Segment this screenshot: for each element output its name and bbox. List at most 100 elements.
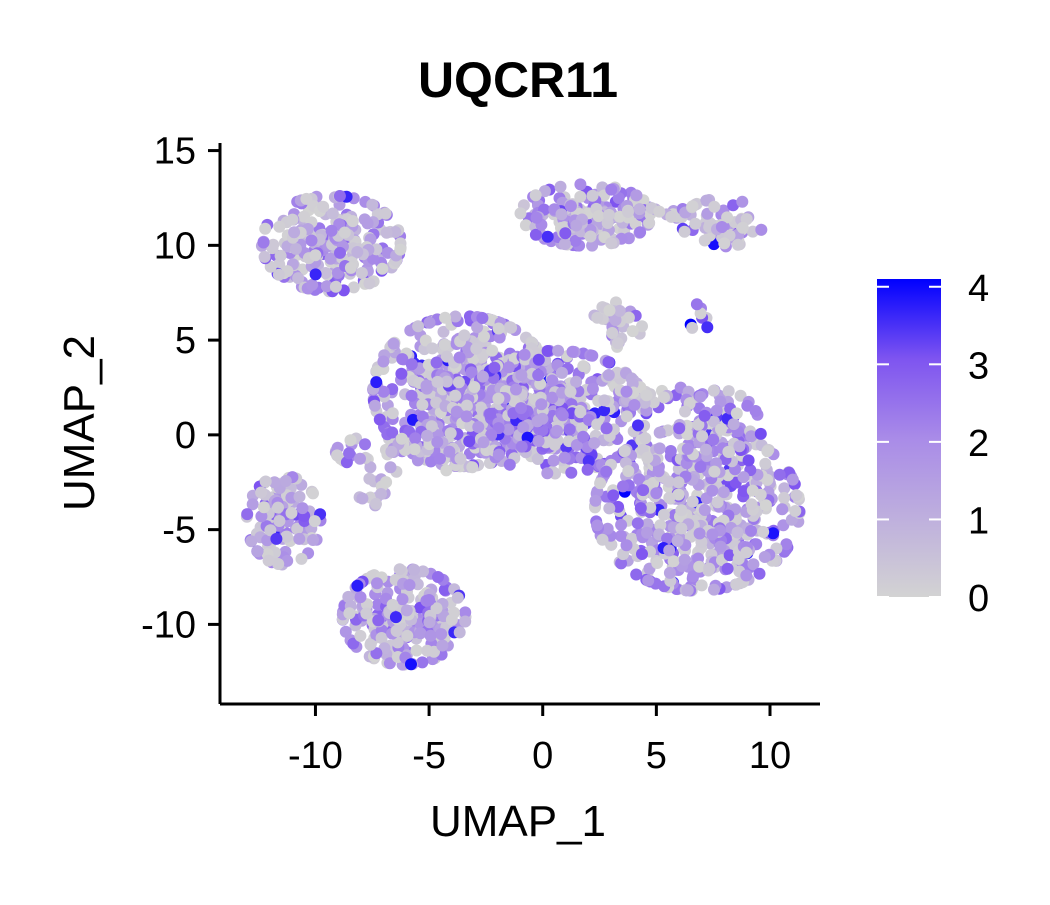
cell-point: [453, 626, 466, 639]
cell-point: [423, 316, 436, 329]
cell-point: [401, 629, 414, 642]
cell-point: [488, 361, 501, 374]
cell-point: [532, 435, 545, 447]
cell-point: [460, 410, 473, 423]
cell-point: [405, 358, 418, 371]
cell-point: [790, 489, 803, 502]
cell-point: [343, 447, 356, 460]
cell-point: [601, 522, 614, 535]
cell-point: [727, 199, 740, 212]
cell-point: [715, 423, 727, 436]
cell-point: [529, 228, 542, 241]
x-tick-label: -10: [288, 735, 343, 777]
cell-point: [694, 461, 707, 473]
cell-point: [554, 180, 567, 193]
cell-point: [478, 330, 490, 343]
cell-point: [708, 200, 721, 213]
cell-point: [292, 272, 305, 285]
cell-point: [272, 268, 285, 281]
cell-point: [439, 311, 452, 324]
cell-point: [270, 532, 283, 545]
cell-point: [466, 461, 479, 474]
x-tick-label: -5: [412, 735, 446, 777]
cell-point: [570, 219, 583, 232]
cell-point: [476, 370, 489, 383]
cell-point: [395, 432, 408, 445]
cell-point: [686, 321, 699, 334]
cell-point: [486, 344, 499, 357]
cell-point: [391, 636, 404, 649]
cell-point: [445, 613, 458, 626]
cell-point: [641, 518, 654, 531]
cell-point: [761, 473, 774, 486]
cell-point: [686, 495, 699, 508]
cell-point: [319, 267, 332, 279]
cell-point: [465, 366, 478, 379]
cell-point: [541, 345, 554, 357]
cell-point: [698, 504, 711, 516]
cell-point: [696, 430, 709, 443]
cell-point: [628, 399, 641, 411]
cell-point: [515, 369, 528, 382]
cell-point: [280, 530, 293, 543]
cell-point: [586, 349, 599, 362]
cell-point: [519, 219, 532, 232]
cell-point: [606, 327, 619, 339]
cell-point: [546, 374, 559, 387]
cell-point: [694, 307, 707, 320]
cell-point: [400, 604, 413, 617]
cell-point: [721, 562, 734, 575]
cell-point: [430, 356, 443, 369]
colorbar-tick-label: 3: [968, 345, 989, 387]
cell-point: [736, 221, 749, 234]
cell-point: [546, 391, 559, 404]
cell-point: [285, 507, 298, 519]
cell-point: [288, 226, 301, 239]
cell-point: [425, 420, 438, 433]
cell-point: [416, 656, 429, 669]
cell-point: [454, 452, 467, 465]
cell-point: [555, 208, 568, 221]
cell-point: [366, 198, 379, 211]
cell-point: [605, 237, 618, 250]
cell-point: [547, 454, 560, 467]
cell-point: [440, 464, 453, 477]
cell-point: [734, 389, 747, 402]
cell-point: [376, 262, 389, 275]
cell-point: [746, 484, 759, 497]
cell-point: [651, 557, 664, 569]
cell-point: [737, 485, 750, 498]
cell-point: [529, 189, 542, 202]
cell-point: [340, 456, 353, 469]
cell-point: [737, 471, 750, 484]
cell-point: [372, 614, 385, 627]
cell-point: [410, 644, 423, 657]
cell-point: [678, 225, 691, 238]
cell-point: [255, 486, 268, 499]
cell-point: [530, 211, 543, 224]
colorbar-tick-label: 0: [968, 578, 989, 620]
cell-point: [307, 534, 319, 546]
cell-point: [708, 583, 720, 596]
cell-point: [459, 606, 472, 619]
cell-point: [641, 451, 654, 464]
cell-point: [675, 504, 688, 517]
cell-point: [386, 598, 399, 611]
cell-point: [620, 410, 633, 423]
cell-point: [329, 280, 342, 293]
cell-point: [396, 593, 409, 606]
cell-point: [257, 236, 270, 249]
cell-point: [563, 423, 576, 436]
cell-point: [727, 418, 740, 431]
cell-point: [492, 392, 505, 405]
cell-point: [600, 465, 613, 478]
cell-point: [569, 234, 582, 247]
cell-point: [343, 607, 356, 620]
y-tick-label: 10: [154, 225, 196, 267]
cell-point: [333, 190, 346, 202]
y-tick-label: -5: [162, 510, 196, 552]
cell-point: [370, 376, 383, 389]
cell-point: [636, 320, 648, 333]
cell-point: [452, 376, 465, 389]
